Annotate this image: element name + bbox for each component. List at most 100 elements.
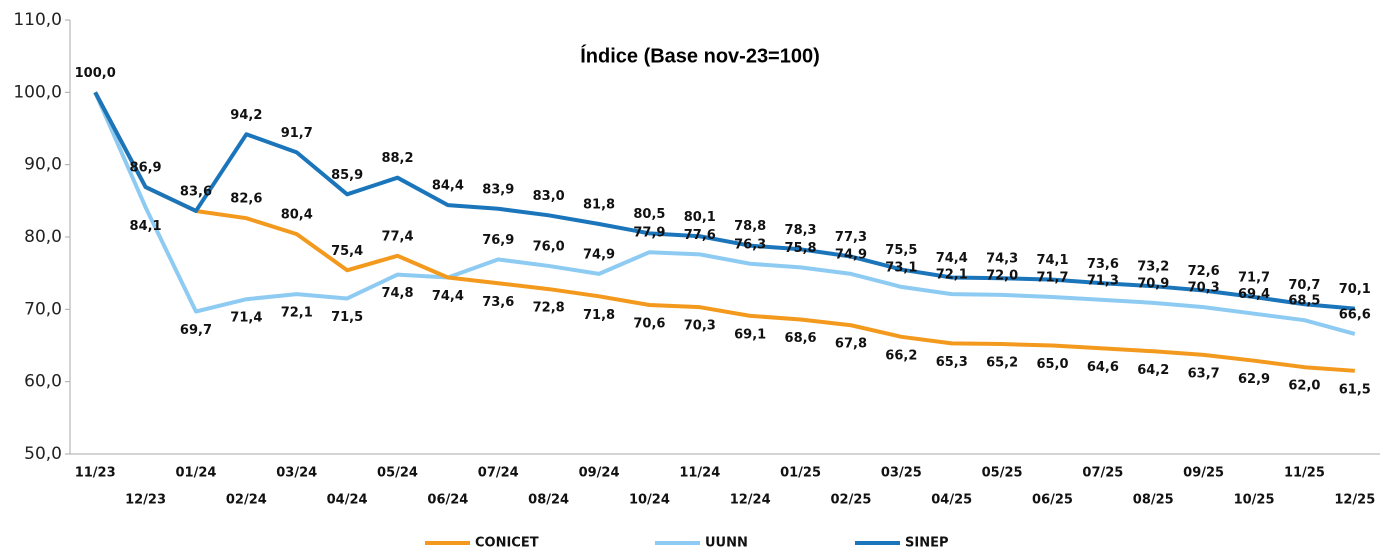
x-tick-label: 03/25 [881, 466, 922, 481]
x-tick-label: 09/24 [579, 466, 620, 481]
data-label: 70,3 [684, 319, 716, 334]
data-label: 88,2 [381, 151, 413, 166]
data-label: 83,0 [533, 189, 565, 204]
x-tick-label: 02/25 [830, 493, 871, 508]
data-label: 67,8 [835, 337, 867, 352]
series-line [93, 91, 1355, 311]
x-tick-label: 06/25 [1032, 493, 1073, 508]
data-label: 71,5 [331, 310, 363, 325]
y-tick-label: 100,0 [13, 82, 62, 102]
data-label: 63,7 [1188, 366, 1220, 381]
y-tick-label: 110,0 [13, 10, 62, 30]
data-label: 72,1 [281, 306, 313, 321]
data-label: 72,8 [533, 301, 565, 316]
x-tick-label: 12/23 [125, 493, 166, 508]
data-label: 69,1 [734, 327, 766, 342]
data-label: 64,6 [1087, 360, 1119, 375]
data-label: 74,9 [835, 247, 867, 262]
x-tick-label: 05/24 [377, 466, 418, 481]
data-label: 75,4 [331, 244, 363, 259]
data-label: 78,3 [785, 223, 817, 238]
data-label: 71,7 [1036, 271, 1068, 286]
y-tick-label: 90,0 [24, 155, 62, 175]
data-label: 74,3 [986, 252, 1018, 267]
data-label: 75,8 [785, 241, 817, 256]
data-label: 100,0 [75, 66, 116, 81]
data-label: 69,7 [180, 323, 212, 338]
data-label: 70,6 [633, 316, 665, 331]
data-label: 73,6 [1087, 257, 1119, 272]
data-label: 72,6 [1188, 264, 1220, 279]
x-tick-label: 10/25 [1234, 493, 1275, 508]
data-label: 73,2 [1137, 260, 1169, 275]
x-tick-label: 02/24 [226, 493, 267, 508]
y-tick-label: 80,0 [24, 227, 62, 247]
data-label: 68,6 [785, 331, 817, 346]
data-label: 70,3 [1188, 281, 1220, 296]
data-label: 91,7 [281, 126, 313, 141]
series-line [93, 91, 1356, 336]
data-label: 77,3 [835, 230, 867, 245]
data-label: 65,0 [1036, 357, 1068, 372]
x-tick-label: 04/25 [931, 493, 972, 508]
data-label: 86,9 [130, 161, 162, 176]
data-label: 74,4 [432, 289, 464, 304]
x-tick-label: 04/24 [327, 493, 368, 508]
y-tick-label: 70,0 [24, 299, 62, 319]
data-label: 85,9 [331, 168, 363, 183]
data-label: 69,4 [1238, 287, 1270, 302]
data-label: 75,5 [885, 243, 917, 258]
data-label: 73,1 [885, 260, 917, 275]
data-label: 62,0 [1288, 379, 1320, 394]
chart-title: Índice (Base nov-23=100) [580, 44, 820, 67]
data-label: 74,1 [1036, 253, 1068, 268]
data-label: 84,1 [130, 219, 162, 234]
data-label: 82,6 [230, 192, 262, 207]
data-label: 83,9 [482, 182, 514, 197]
data-label: 73,6 [482, 295, 514, 310]
legend-label: SINEP [905, 536, 949, 551]
x-tick-label: 11/24 [679, 466, 720, 481]
data-label: 66,2 [885, 348, 917, 363]
data-label: 72,1 [936, 268, 968, 283]
x-tick-label: 12/25 [1334, 493, 1375, 508]
data-label: 65,2 [986, 356, 1018, 371]
data-label: 68,5 [1288, 294, 1320, 309]
legend-label: UUNN [705, 536, 748, 551]
data-label: 80,5 [633, 207, 665, 222]
data-label: 65,3 [936, 355, 968, 370]
x-tick-label: 01/25 [780, 466, 821, 481]
y-tick-label: 60,0 [24, 372, 62, 392]
x-tick-label: 12/24 [730, 493, 771, 508]
data-label: 74,4 [936, 251, 968, 266]
series-line [93, 91, 1355, 373]
x-tick-label: 11/23 [75, 466, 116, 481]
data-label: 81,8 [583, 197, 615, 212]
x-tick-label: 09/25 [1183, 466, 1224, 481]
x-tick-label: 05/25 [982, 466, 1023, 481]
data-label: 71,7 [1238, 271, 1270, 286]
x-tick-label: 08/24 [528, 493, 569, 508]
data-label: 70,1 [1339, 282, 1371, 297]
data-label: 84,4 [432, 179, 464, 194]
data-label: 78,8 [734, 219, 766, 234]
data-label: 76,9 [482, 233, 514, 248]
data-label: 74,8 [381, 286, 413, 301]
data-label: 80,1 [684, 210, 716, 225]
data-label: 76,0 [533, 239, 565, 254]
data-label: 61,5 [1339, 382, 1371, 397]
data-label: 71,3 [1087, 273, 1119, 288]
data-label: 70,9 [1137, 276, 1169, 291]
data-label: 64,2 [1137, 363, 1169, 378]
data-label: 80,4 [281, 208, 313, 223]
data-label: 77,9 [633, 226, 665, 241]
data-label: 74,9 [583, 247, 615, 262]
x-tick-label: 03/24 [276, 466, 317, 481]
data-label: 66,6 [1339, 307, 1371, 322]
data-label: 77,6 [684, 228, 716, 243]
x-tick-label: 07/24 [478, 466, 519, 481]
x-tick-label: 11/25 [1284, 466, 1325, 481]
x-tick-label: 08/25 [1133, 493, 1174, 508]
x-tick-label: 10/24 [629, 493, 670, 508]
